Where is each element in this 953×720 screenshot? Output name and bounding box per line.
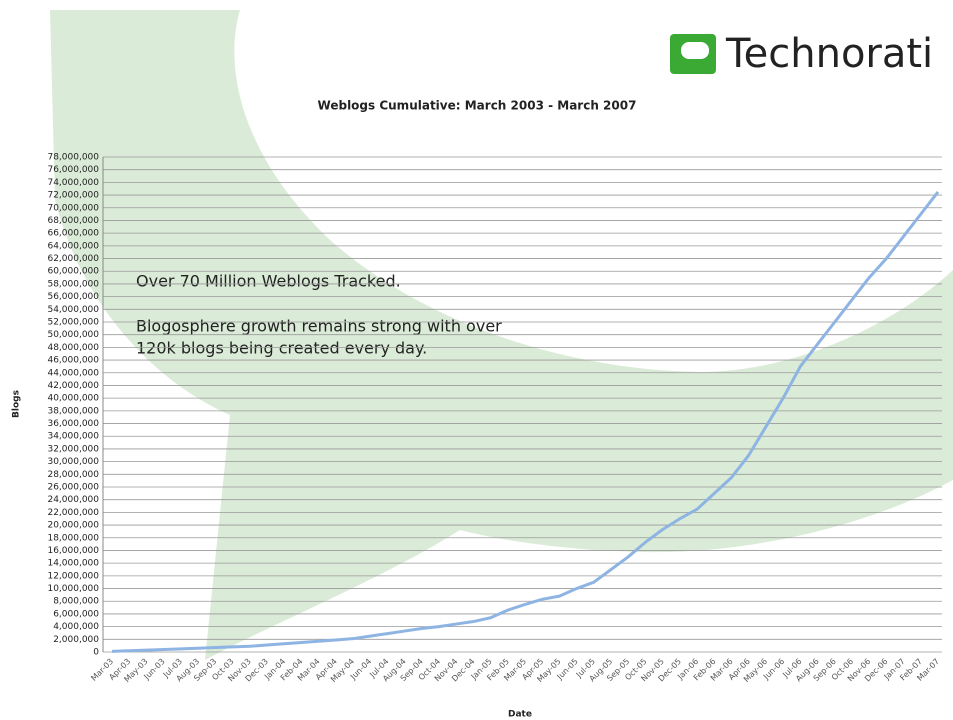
- x-axis-label: Date: [508, 710, 532, 720]
- brand: Technorati: [725, 31, 933, 77]
- annotation: 120k blogs being created every day.: [136, 339, 427, 358]
- annotation: Blogosphere growth remains strong with o…: [136, 317, 502, 336]
- y-tick-label: 74,000,000: [47, 178, 99, 188]
- y-tick-label: 42,000,000: [47, 381, 99, 391]
- y-tick-label: 66,000,000: [47, 229, 99, 239]
- chart-title: Weblogs Cumulative: March 2003 - March 2…: [318, 99, 637, 113]
- y-tick-label: 40,000,000: [47, 394, 99, 404]
- logo: Technorati: [670, 31, 933, 77]
- y-tick-label: 20,000,000: [47, 521, 99, 531]
- y-tick-label: 62,000,000: [47, 254, 99, 264]
- y-tick-label: 0: [93, 648, 99, 658]
- y-tick-label: 38,000,000: [47, 406, 99, 416]
- y-tick-label: 28,000,000: [47, 470, 99, 480]
- y-tick-label: 16,000,000: [47, 546, 99, 556]
- y-tick-label: 72,000,000: [47, 191, 99, 201]
- y-tick-label: 70,000,000: [47, 203, 99, 213]
- y-tick-label: 78,000,000: [47, 153, 99, 163]
- y-tick-label: 56,000,000: [47, 292, 99, 302]
- y-tick-label: 44,000,000: [47, 368, 99, 378]
- y-tick-label: 10,000,000: [47, 584, 99, 594]
- y-tick-label: 2,000,000: [53, 635, 99, 645]
- y-tick-label: 26,000,000: [47, 483, 99, 493]
- y-tick-label: 14,000,000: [47, 559, 99, 569]
- y-tick-label: 24,000,000: [47, 495, 99, 505]
- y-tick-label: 18,000,000: [47, 533, 99, 543]
- y-axis-label: Blogs: [12, 390, 22, 418]
- y-tick-label: 22,000,000: [47, 508, 99, 518]
- logo-bubble: [681, 42, 709, 59]
- y-tick-label: 68,000,000: [47, 216, 99, 226]
- y-tick-label: 30,000,000: [47, 457, 99, 467]
- y-tick-label: 34,000,000: [47, 432, 99, 442]
- y-tick-label: 76,000,000: [47, 165, 99, 175]
- y-tick-label: 50,000,000: [47, 330, 99, 340]
- y-tick-label: 12,000,000: [47, 571, 99, 581]
- y-tick-label: 48,000,000: [47, 343, 99, 353]
- y-tick-label: 36,000,000: [47, 419, 99, 429]
- y-tick-label: 54,000,000: [47, 305, 99, 315]
- y-tick-label: 6,000,000: [53, 609, 99, 619]
- line-series: [111, 190, 940, 653]
- annotation: Over 70 Million Weblogs Tracked.: [136, 272, 401, 291]
- background-swirl: [50, 10, 953, 660]
- y-tick-label: 32,000,000: [47, 444, 99, 454]
- y-tick-label: 64,000,000: [47, 241, 99, 251]
- y-tick-label: 60,000,000: [47, 267, 99, 277]
- y-tick-label: 4,000,000: [53, 622, 99, 632]
- y-tick-label: 58,000,000: [47, 279, 99, 289]
- y-tick-label: 46,000,000: [47, 356, 99, 366]
- y-tick-label: 8,000,000: [53, 597, 99, 607]
- y-tick-label: 52,000,000: [47, 318, 99, 328]
